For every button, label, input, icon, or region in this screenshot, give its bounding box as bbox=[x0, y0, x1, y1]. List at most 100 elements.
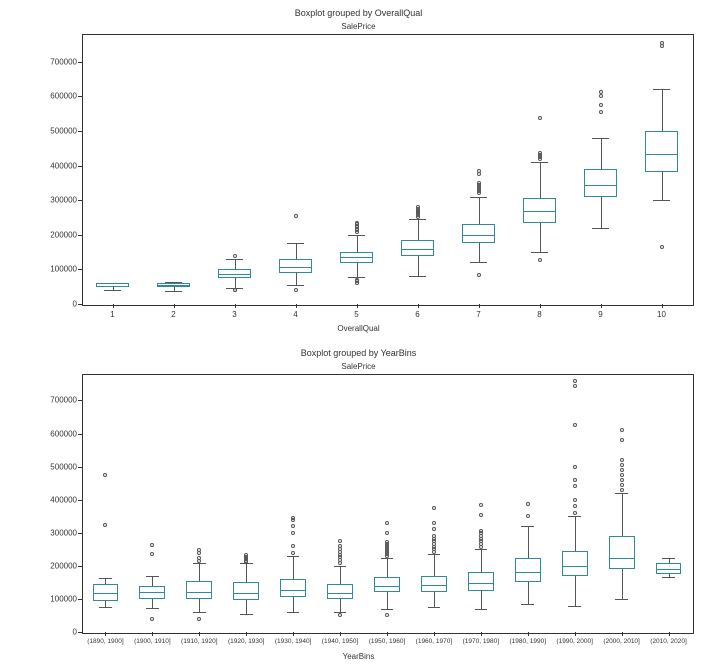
whisker bbox=[481, 549, 482, 572]
whisker bbox=[340, 566, 341, 584]
outlier-point bbox=[150, 617, 154, 621]
whisker bbox=[479, 243, 480, 262]
x-axis-label: OverallQual bbox=[0, 324, 717, 333]
outlier-point bbox=[573, 498, 577, 502]
box bbox=[186, 581, 212, 599]
median-line bbox=[515, 572, 541, 573]
whisker bbox=[293, 556, 294, 579]
whisker-cap bbox=[381, 609, 394, 610]
whisker-cap bbox=[240, 614, 253, 615]
outlier-point bbox=[150, 543, 154, 547]
whisker-cap bbox=[568, 516, 581, 517]
outlier-point bbox=[479, 529, 483, 533]
median-line bbox=[656, 569, 682, 570]
x-axis-label: YearBins bbox=[0, 652, 717, 661]
y-tick-label: 0 bbox=[37, 628, 77, 637]
y-tick-label: 500000 bbox=[37, 126, 77, 135]
outlier-point bbox=[150, 552, 154, 556]
y-tick-label: 400000 bbox=[37, 161, 77, 170]
outlier-point bbox=[599, 90, 603, 94]
whisker-cap bbox=[348, 235, 364, 236]
chart-title: Boxplot grouped by YearBins bbox=[0, 348, 717, 358]
outlier-point bbox=[291, 531, 295, 535]
outlier-point bbox=[620, 438, 624, 442]
whisker-cap bbox=[521, 526, 534, 527]
y-tick-label: 700000 bbox=[37, 396, 77, 405]
whisker bbox=[601, 197, 602, 228]
outlier-point bbox=[385, 531, 389, 535]
outlier-point bbox=[338, 544, 342, 548]
outlier-point bbox=[599, 110, 603, 114]
box bbox=[515, 558, 541, 583]
y-tick-label: 600000 bbox=[37, 429, 77, 438]
outlier-point bbox=[197, 548, 201, 552]
whisker bbox=[235, 259, 236, 269]
whisker-cap bbox=[193, 612, 206, 613]
outlier-point bbox=[620, 488, 624, 492]
whisker bbox=[296, 273, 297, 285]
median-line bbox=[421, 585, 447, 586]
median-line bbox=[157, 285, 191, 286]
y-tick-label: 100000 bbox=[37, 594, 77, 603]
whisker bbox=[528, 526, 529, 557]
outlier-point bbox=[620, 483, 624, 487]
outlier-point bbox=[526, 514, 530, 518]
x-tick-label: 6 bbox=[415, 310, 419, 319]
median-line bbox=[93, 593, 119, 594]
outlier-point bbox=[620, 458, 624, 462]
x-tick-label: (1900, 1910] bbox=[134, 638, 171, 645]
median-line bbox=[218, 274, 252, 275]
outlier-point bbox=[573, 423, 577, 427]
whisker bbox=[540, 223, 541, 252]
whisker-cap bbox=[104, 290, 120, 291]
whisker-cap bbox=[287, 612, 300, 613]
whisker-cap bbox=[470, 262, 486, 263]
whisker bbox=[662, 89, 663, 131]
x-tick-label: (2000, 2010] bbox=[603, 638, 640, 645]
chart-subtitle: SalePrice bbox=[0, 362, 717, 371]
outlier-point bbox=[573, 511, 577, 515]
outlier-point bbox=[432, 521, 436, 525]
whisker-cap bbox=[226, 259, 242, 260]
outlier-point bbox=[385, 613, 389, 617]
whisker bbox=[662, 172, 663, 200]
whisker bbox=[293, 597, 294, 612]
median-line bbox=[401, 249, 435, 250]
whisker-cap bbox=[592, 228, 608, 229]
whisker bbox=[105, 601, 106, 608]
outlier-point bbox=[291, 524, 295, 528]
whisker-cap bbox=[653, 89, 669, 90]
median-line bbox=[645, 154, 679, 155]
chart-title: Boxplot grouped by OverallQual bbox=[0, 8, 717, 18]
x-tick-label: (1890, 1900] bbox=[87, 638, 124, 645]
whisker-cap bbox=[99, 578, 112, 579]
box bbox=[233, 582, 259, 599]
whisker bbox=[199, 599, 200, 612]
outlier-point bbox=[479, 513, 483, 517]
outlier-point bbox=[538, 258, 542, 262]
x-tick-label: 10 bbox=[657, 310, 666, 319]
outlier-point bbox=[291, 551, 295, 555]
box bbox=[645, 131, 679, 173]
x-tick-label: 5 bbox=[354, 310, 358, 319]
whisker bbox=[152, 576, 153, 587]
outlier-point bbox=[291, 516, 295, 520]
x-tick-label: 9 bbox=[598, 310, 602, 319]
whisker-cap bbox=[409, 276, 425, 277]
x-tick-label: (1980, 1990] bbox=[510, 638, 547, 645]
whisker-cap bbox=[470, 197, 486, 198]
whisker-cap bbox=[531, 252, 547, 253]
median-line bbox=[562, 566, 588, 567]
outlier-point bbox=[660, 44, 664, 48]
whisker bbox=[479, 197, 480, 225]
whisker bbox=[357, 235, 358, 252]
outlier-point bbox=[573, 384, 577, 388]
x-tick-label: (1910, 1920] bbox=[181, 638, 218, 645]
outlier-point bbox=[432, 506, 436, 510]
whisker bbox=[387, 558, 388, 578]
whisker bbox=[387, 592, 388, 609]
outlier-point bbox=[599, 94, 603, 98]
whisker bbox=[357, 263, 358, 277]
whisker bbox=[481, 591, 482, 609]
whisker-cap bbox=[475, 609, 488, 610]
